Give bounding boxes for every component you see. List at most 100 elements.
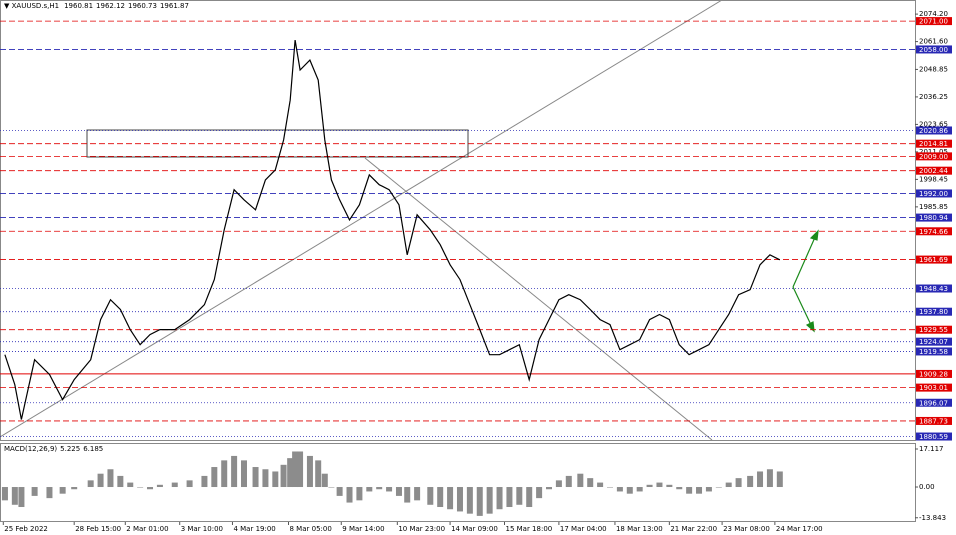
macd-bar [516,487,523,505]
macd-bar [414,487,421,501]
macd-bar [404,487,411,503]
macd-bar [715,487,722,488]
macd-bar [321,473,328,488]
marker: ▼ [4,2,12,10]
macd-bar [766,469,773,488]
macd-bar [107,469,114,488]
macd-bar [496,487,503,510]
macd-bar [676,487,683,490]
arrow-head [805,321,815,333]
level-label: 1961.69 [919,256,948,264]
x-tick-label: 17 Mar 04:00 [560,525,607,533]
macd-bar [587,478,594,488]
macd-bar [626,487,633,494]
macd-reading: 6.185 [83,445,103,453]
level-label-box [916,369,952,378]
x-tick-label: 8 Mar 05:00 [290,525,332,533]
level-label-box [916,213,952,222]
y-tick-label: 2011.05 [919,148,948,156]
arrow-up [792,234,817,288]
macd-bar [186,480,193,488]
macd-bar [211,467,218,488]
scenario-arrows [792,229,819,333]
macd-bar [315,460,322,488]
level-label: 1880.59 [919,433,948,441]
macd-bar [735,478,742,488]
level-label-box [916,383,952,392]
level-label-box [916,45,952,54]
y-tick-label: 0.00 [919,483,935,491]
level-label: 1896.07 [919,399,948,407]
macd-bar [546,487,552,490]
macd-bar [437,487,444,508]
x-tick-label: 21 Mar 22:00 [670,525,717,533]
x-tick-label: 28 Feb 15:00 [75,525,121,533]
y-tick-label: 1998.45 [919,175,948,183]
macd-bar [346,487,353,503]
y-tick-label: 2074.20 [919,10,948,18]
macd-bar [395,487,402,496]
macd-bar [616,487,623,492]
level-label-box [916,126,952,135]
macd-bar [705,487,712,492]
level-label: 2009.00 [919,153,948,161]
macd-reading: 5.225 [60,445,80,453]
y-tick-label: 2048.85 [919,65,948,73]
macd-bar [127,482,134,488]
macd-bar [328,487,335,488]
ohlc-close: 1961.87 [160,2,189,10]
symbol: XAUUSD.s,H1 [12,2,59,10]
macd-bar [117,475,124,488]
macd-bar [447,487,454,510]
macd-bar [757,471,764,488]
x-tick-label: 24 Mar 17:00 [776,525,823,533]
macd-bar [376,487,383,490]
y-tick-label: 17.117 [919,445,944,453]
level-label-box [916,139,952,148]
header: ▼ XAUUSD.s,H1 1960.81 1962.12 1960.73 1961.8… [4,2,189,10]
macd-bar [666,484,673,488]
trend-line [364,157,713,441]
macd-bar [486,487,493,514]
level-label: 1887.73 [919,417,948,425]
macd-bar [386,487,393,492]
level-label-box [916,307,952,316]
level-label-box [916,166,952,175]
macd-bar [297,451,304,488]
macd-header: MACD(12,26,9) 5.225 6.185 [4,445,103,453]
level-label-box [916,189,952,198]
trend-line [0,0,723,438]
macd-bar [272,471,279,488]
arrow-down [792,286,813,328]
macd-bar [71,487,78,490]
macd-bar [292,451,299,488]
macd-bar [336,487,343,496]
macd-bar [456,487,463,512]
y-tick-label: 2023.65 [919,120,948,128]
x-tick-label: 18 Mar 13:00 [616,525,663,533]
macd-bar [280,464,287,488]
x-tick-label: 10 Mar 23:00 [398,525,445,533]
macd-panel [0,443,916,522]
x-tick-label: 3 Mar 10:00 [181,525,223,533]
x-tick-label: 15 Mar 18:00 [505,525,552,533]
level-label: 1980.94 [919,214,948,222]
level-label: 1924.07 [919,338,948,346]
macd-bar [366,487,373,492]
macd-bar [747,475,754,488]
level-label: 1919.58 [919,348,948,356]
level-label-box [916,227,952,236]
macd-bar [147,487,154,490]
macd-bar [137,487,144,488]
x-tick-label: 14 Mar 09:00 [451,525,498,533]
level-label-box [916,284,952,293]
macd-bar [46,487,53,499]
level-label-box [916,347,952,356]
macd-bar [87,480,94,488]
macd-bar [526,487,533,508]
macd-bar [262,469,269,488]
macd-bar [577,473,584,488]
macd-bar [201,475,208,488]
level-label: 1992.00 [919,190,948,198]
